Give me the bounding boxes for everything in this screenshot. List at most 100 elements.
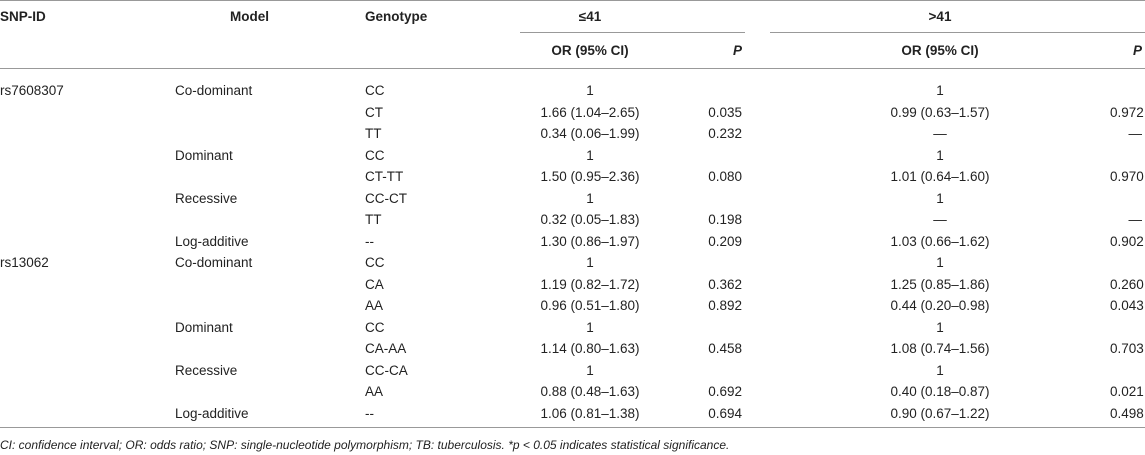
table-row: Log-additive -- 1.06 (0.81–1.38) 0.694 0.90 … bbox=[0, 403, 1145, 428]
p-value: 0.972 bbox=[1110, 104, 1144, 120]
p-value: 0.970 bbox=[1110, 169, 1144, 185]
blank bbox=[660, 69, 745, 102]
blank bbox=[175, 338, 365, 360]
genotype: TT bbox=[365, 212, 382, 228]
blank bbox=[175, 381, 365, 403]
table-row: AA 0.88 (0.48–1.63) 0.692 0.40 (0.18–0.87) 0… bbox=[0, 381, 1145, 403]
group-rule bbox=[1110, 0, 1145, 33]
spacer bbox=[745, 295, 770, 317]
snp-id: rs7608307 bbox=[0, 83, 64, 99]
table-row: rs7608307 Co-dominant CC 1 1 bbox=[0, 69, 1145, 102]
or-ci: 1.03 (0.66–1.62) bbox=[890, 233, 990, 249]
or-ci: 0.44 (0.20–0.98) bbox=[890, 298, 990, 314]
genotype: CT bbox=[365, 104, 383, 120]
blank bbox=[0, 209, 175, 231]
column-header: Genotype bbox=[365, 9, 428, 25]
group-header: ≤41 bbox=[520, 0, 660, 33]
p-value: — bbox=[1128, 126, 1143, 142]
blank bbox=[175, 166, 365, 188]
spacer bbox=[745, 403, 770, 428]
blank bbox=[1110, 69, 1145, 102]
or-ci: 0.32 (0.05–1.83) bbox=[540, 212, 640, 228]
blank bbox=[0, 295, 175, 317]
blank bbox=[0, 166, 175, 188]
spacer bbox=[745, 360, 770, 382]
genotype: CC bbox=[365, 83, 385, 99]
p-value: 0.021 bbox=[1110, 384, 1144, 400]
blank bbox=[1110, 252, 1145, 274]
header-row: SNP-ID Model Genotype ≤41 >41 bbox=[0, 0, 1145, 33]
or-ci: 1.50 (0.95–2.36) bbox=[540, 169, 640, 185]
p-value: 0.498 bbox=[1110, 405, 1144, 421]
genotype: CT-TT bbox=[365, 169, 404, 185]
or-ci: — bbox=[933, 212, 947, 228]
table-header: SNP-ID Model Genotype ≤41 >41 OR (95% CI… bbox=[0, 0, 1145, 69]
model: Co-dominant bbox=[175, 83, 253, 99]
table-row: CA 1.19 (0.82–1.72) 0.362 1.25 (0.85–1.86) 0… bbox=[0, 274, 1145, 296]
genotype: TT bbox=[365, 126, 382, 142]
spacer bbox=[745, 338, 770, 360]
spacer bbox=[745, 123, 770, 145]
table-row: Log-additive -- 1.30 (0.86–1.97) 0.209 1.03 … bbox=[0, 231, 1145, 253]
header-row: OR (95% CI) P OR (95% CI) P bbox=[0, 32, 1145, 69]
spacer bbox=[745, 209, 770, 231]
or-ci: 0.90 (0.67–1.22) bbox=[890, 405, 990, 421]
spacer bbox=[745, 231, 770, 253]
model: Recessive bbox=[175, 190, 238, 206]
blank bbox=[0, 403, 175, 428]
p-value: 0.892 bbox=[708, 298, 742, 314]
or-ci: 1 bbox=[586, 255, 594, 271]
table-row: CA-AA 1.14 (0.80–1.63) 0.458 1.08 (0.74–1.5… bbox=[0, 338, 1145, 360]
model: Dominant bbox=[175, 319, 233, 335]
blank bbox=[175, 102, 365, 124]
p-value: — bbox=[1128, 212, 1143, 228]
or-ci: 1.66 (1.04–2.65) bbox=[540, 104, 640, 120]
spacer bbox=[745, 166, 770, 188]
spacer bbox=[745, 274, 770, 296]
p-value: 0.694 bbox=[708, 405, 742, 421]
subcolumn-header: OR (95% CI) bbox=[770, 32, 1110, 69]
genotype: CC-CT bbox=[365, 190, 407, 206]
blank bbox=[1110, 145, 1145, 167]
spacer bbox=[745, 317, 770, 339]
p-value: 0.902 bbox=[1110, 233, 1144, 249]
table-row: Dominant CC 1 1 bbox=[0, 145, 1145, 167]
or-ci: 1 bbox=[936, 319, 944, 335]
blank bbox=[0, 317, 175, 339]
or-ci: 1.06 (0.81–1.38) bbox=[540, 405, 640, 421]
blank bbox=[1110, 317, 1145, 339]
table-row: AA 0.96 (0.51–1.80) 0.892 0.44 (0.20–0.98) 0… bbox=[0, 295, 1145, 317]
genotype: AA bbox=[365, 298, 384, 314]
or-ci: 1 bbox=[586, 83, 594, 99]
blank bbox=[0, 188, 175, 210]
or-ci: 1.25 (0.85–1.86) bbox=[890, 276, 990, 292]
or-ci: 1 bbox=[586, 319, 594, 335]
genotype: AA bbox=[365, 384, 384, 400]
blank bbox=[175, 123, 365, 145]
or-ci: 1 bbox=[586, 147, 594, 163]
table-row: rs13062 Co-dominant CC 1 1 bbox=[0, 252, 1145, 274]
subcolumn-header: P bbox=[660, 32, 745, 69]
blank bbox=[0, 32, 175, 69]
group-header: >41 bbox=[770, 0, 1110, 33]
or-ci: 1 bbox=[936, 255, 944, 271]
blank bbox=[0, 145, 175, 167]
model: Dominant bbox=[175, 147, 233, 163]
p-value: 0.362 bbox=[708, 276, 742, 292]
column-header: SNP-ID bbox=[0, 9, 46, 25]
spacer bbox=[745, 102, 770, 124]
blank bbox=[175, 209, 365, 231]
or-ci: 1 bbox=[936, 147, 944, 163]
table-row: TT 0.34 (0.06–1.99) 0.232 — — bbox=[0, 123, 1145, 145]
spacer bbox=[745, 32, 770, 69]
p-value: 0.035 bbox=[708, 104, 742, 120]
or-ci: 0.99 (0.63–1.57) bbox=[890, 104, 990, 120]
spacer bbox=[745, 145, 770, 167]
or-ci: 1 bbox=[936, 190, 944, 206]
spacer bbox=[745, 69, 770, 102]
model: Log-additive bbox=[175, 233, 249, 249]
column-header: Model bbox=[230, 9, 269, 25]
blank bbox=[660, 360, 745, 382]
or-ci: 1.19 (0.82–1.72) bbox=[540, 276, 640, 292]
genotype: -- bbox=[365, 405, 374, 421]
